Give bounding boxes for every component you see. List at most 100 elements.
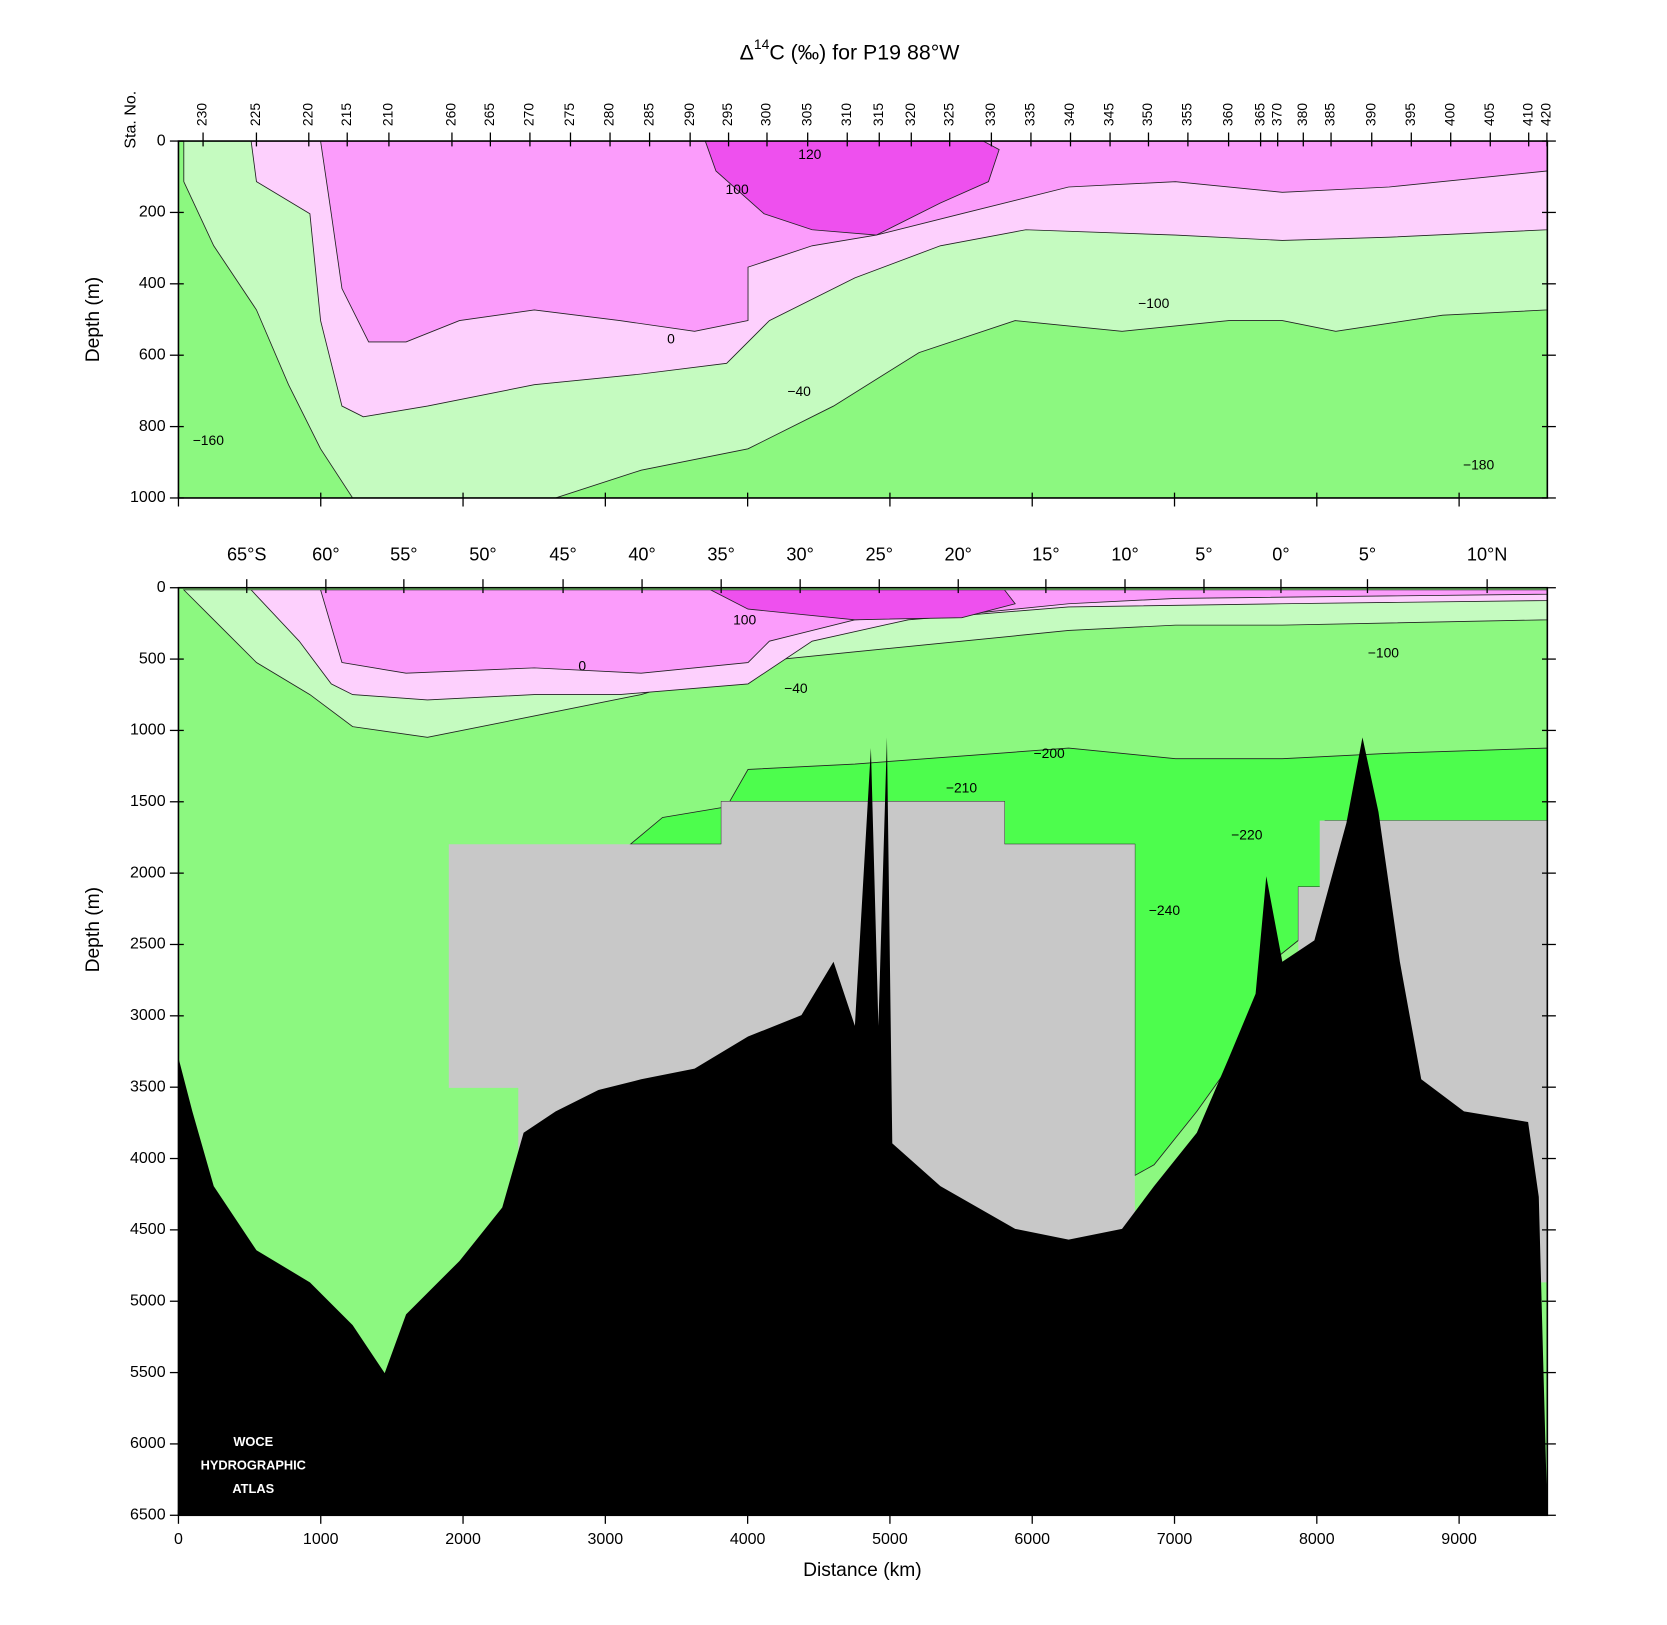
- latitude-tick-label: 30°: [786, 544, 813, 564]
- x-tick-label: 2000: [445, 1530, 481, 1548]
- station-tick-label: 420: [1538, 103, 1554, 126]
- y-tick-label: 6500: [130, 1506, 166, 1524]
- y-tick-label: 600: [139, 345, 166, 363]
- station-tick-label: 320: [902, 103, 918, 126]
- chart-title: Δ14C (‰) for P19 88°W: [740, 36, 961, 65]
- y-tick-label: 0: [157, 578, 166, 596]
- y-tick-label: 6000: [130, 1434, 166, 1452]
- station-tick-label: 265: [481, 103, 497, 126]
- latitude-tick-label: 60°: [312, 544, 339, 564]
- contour-label: 100: [726, 181, 749, 197]
- station-tick-label: 395: [1402, 103, 1418, 126]
- station-tick-label: 345: [1101, 103, 1117, 126]
- station-tick-label: 350: [1139, 103, 1155, 126]
- latitude-tick-label: 20°: [944, 544, 971, 564]
- y-tick-label: 0: [157, 131, 166, 149]
- station-tick-label: 355: [1179, 103, 1195, 126]
- latitude-tick-label: 65°S: [227, 544, 267, 564]
- y-tick-label: 1500: [130, 792, 166, 810]
- station-tick-label: 300: [758, 103, 774, 126]
- station-tick-label: 290: [681, 103, 697, 126]
- station-tick-label: 285: [640, 103, 656, 126]
- latitude-tick-label: 5°: [1195, 544, 1212, 564]
- logo-text: ATLAS: [232, 1481, 274, 1496]
- station-tick-label: 295: [719, 103, 735, 126]
- y-tick-label: 5500: [130, 1363, 166, 1381]
- station-tick-label: 365: [1251, 103, 1267, 126]
- title-superscript: 14: [754, 36, 770, 52]
- station-tick-label: 260: [443, 103, 459, 126]
- contour-label: −160: [193, 432, 225, 448]
- x-tick-label: 4000: [730, 1530, 766, 1548]
- station-tick-label: 410: [1519, 103, 1535, 126]
- latitude-tick-label: 40°: [628, 544, 655, 564]
- y-tick-label: 500: [139, 649, 166, 667]
- x-tick-label: 9000: [1441, 1530, 1477, 1548]
- station-tick-label: 385: [1322, 103, 1338, 126]
- latitude-tick-label: 15°: [1032, 544, 1059, 564]
- station-tick-label: 305: [798, 103, 814, 126]
- bottom-panel-fills: [178, 587, 1548, 1516]
- station-tick-label: 335: [1022, 103, 1038, 126]
- latitude-tick-label: 25°: [866, 544, 893, 564]
- x-tick-label: 7000: [1157, 1530, 1193, 1548]
- fill-region: [710, 589, 1016, 621]
- x-tick-label: 5000: [872, 1530, 908, 1548]
- title-symbol: Δ: [740, 40, 754, 64]
- station-tick-label: 325: [940, 103, 956, 126]
- y-tick-label: 2500: [130, 935, 166, 953]
- contour-label: 0: [578, 657, 586, 673]
- latitude-tick-label: 45°: [549, 544, 576, 564]
- station-tick-label: 340: [1061, 103, 1077, 126]
- latitude-tick-label: 5°: [1359, 544, 1376, 564]
- station-tick-label: 390: [1362, 103, 1378, 126]
- station-tick-label: 400: [1441, 103, 1457, 126]
- station-axis-label: Sta. No.: [122, 91, 140, 149]
- title-text: C (‰) for P19 88°W: [769, 40, 960, 64]
- station-tick-label: 215: [338, 103, 354, 126]
- contour-label: −40: [787, 383, 811, 399]
- figure-content: Δ14C (‰) for P19 88°W Sta. No. Depth (m)…: [83, 36, 1556, 1581]
- fill-region: [320, 589, 1548, 674]
- contour-label: −40: [784, 680, 808, 696]
- fill-region: [320, 140, 1548, 343]
- y-axis-label: Depth (m): [83, 887, 104, 972]
- bottom-topography: [178, 737, 1548, 1516]
- contour-label: −240: [1149, 902, 1181, 918]
- latitude-tick-label: 10°: [1111, 544, 1138, 564]
- x-tick-label: 1000: [303, 1530, 339, 1548]
- bottom-panel-frame: [177, 586, 1549, 1517]
- station-tick-label: 280: [601, 103, 617, 126]
- x-tick-label: 8000: [1299, 1530, 1335, 1548]
- x-tick-label: 3000: [588, 1530, 624, 1548]
- station-tick-label: 310: [838, 103, 854, 126]
- station-tick-label: 360: [1219, 103, 1235, 126]
- contour-label: 0: [667, 331, 675, 347]
- logo-text: WOCE: [233, 1434, 273, 1449]
- contour-label: −200: [1034, 745, 1066, 761]
- contour-label: −180: [1463, 457, 1495, 473]
- station-tick-label: 275: [561, 103, 577, 126]
- y-tick-label: 200: [139, 203, 166, 221]
- station-tick-label: 220: [299, 103, 315, 126]
- y-tick-label: 5000: [130, 1291, 166, 1309]
- contour-label: −100: [1368, 645, 1400, 661]
- station-tick-label: 315: [870, 103, 886, 126]
- station-tick-label: 230: [194, 103, 210, 126]
- y-axis-label: Depth (m): [83, 277, 104, 362]
- latitude-tick-label: 10°N: [1467, 544, 1508, 564]
- station-tick-label: 405: [1481, 103, 1497, 126]
- latitude-tick-label: 55°: [390, 544, 417, 564]
- y-tick-label: 3000: [130, 1006, 166, 1024]
- contour-label: −220: [1231, 826, 1263, 842]
- top-panel-frame: [177, 140, 1549, 499]
- station-tick-label: 330: [982, 103, 998, 126]
- station-tick-label: 370: [1268, 103, 1284, 126]
- y-tick-label: 2000: [130, 863, 166, 881]
- station-tick-label: 225: [247, 103, 263, 126]
- y-tick-label: 4000: [130, 1149, 166, 1167]
- x-axis-label: Distance (km): [803, 1560, 922, 1581]
- contour-label: 100: [733, 612, 756, 628]
- y-tick-label: 1000: [130, 488, 166, 506]
